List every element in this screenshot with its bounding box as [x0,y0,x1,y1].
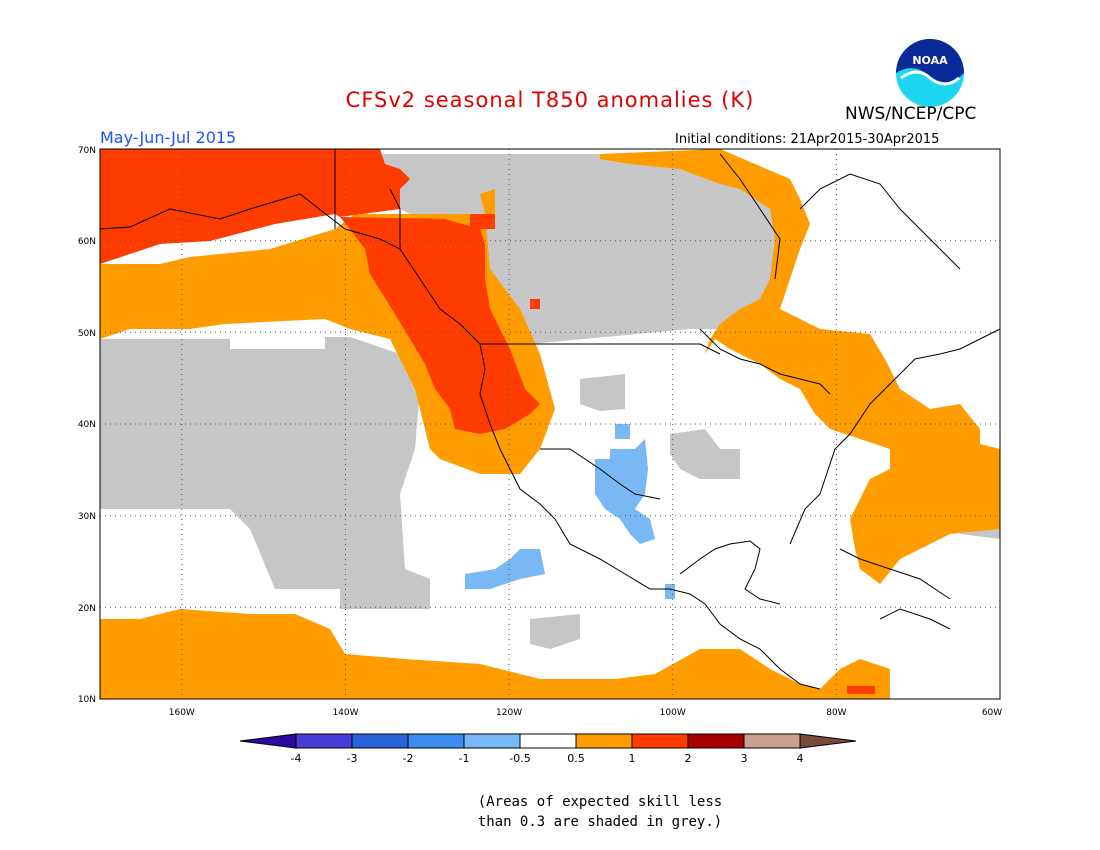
lat-label: 50N [78,329,96,339]
agency-label: NWS/NCEP/CPC [845,104,977,124]
lat-label: 30N [78,512,96,522]
lat-label: 10N [78,695,96,705]
colorbar-segment [687,733,745,749]
colorbar-segment [519,733,577,749]
colorbar-labels: -4 -3 -2 -1 -0.5 0.5 1 2 3 4 [291,752,804,765]
skill-note-line1: (Areas of expected skill less [477,794,723,810]
colorbar-label: 4 [797,752,804,765]
coastlines [99,149,1001,690]
noaa-logo: NOAA [895,38,965,108]
lon-label: 80W [826,708,846,718]
colorbar-segment [631,733,689,749]
initial-conditions-label: Initial conditions: 21Apr2015-30Apr2015 [675,132,940,147]
lat-label: 60N [78,237,96,247]
colorbar-arrow-right [799,733,857,749]
lon-label: 160W [169,708,195,718]
colorbar-segment [351,733,409,749]
colorbar-segment [743,733,801,749]
anomaly-map: 70N 60N 50N 40N 30N 20N 10N 160W 140W 12… [78,146,1002,718]
colorbar-label: -3 [347,752,358,765]
lon-label: 60W [982,708,1002,718]
colorbar-segment [575,733,633,749]
colorbar-segment [295,733,353,749]
colorbar-label: -2 [403,752,414,765]
skill-note-line2: than 0.3 are shaded in grey.) [477,814,723,830]
colorbar-segment [407,733,465,749]
colorbar-label: 3 [741,752,748,765]
lon-label: 120W [496,708,522,718]
map-title: CFSv2 seasonal T850 anomalies (K) [345,88,755,112]
colorbar-segment [463,733,521,749]
graticule [100,149,1000,699]
colorbar-label: -1 [459,752,470,765]
lon-label: 140W [332,708,358,718]
colorbar-segments [240,733,857,749]
longitude-labels: 160W 140W 120W 100W 80W 60W [169,708,1003,718]
colorbar-arrow-left [240,733,297,749]
skill-note: (Areas of expected skill less than 0.3 a… [0,792,1100,832]
colorbar: -4 -3 -2 -1 -0.5 0.5 1 2 3 4 [240,733,857,765]
low-skill-grey-areas [100,154,1000,649]
colorbar-label: 0.5 [567,752,585,765]
colorbar-label: 2 [685,752,692,765]
lon-label: 100W [660,708,686,718]
colorbar-label: 1 [629,752,636,765]
lat-label: 70N [78,146,96,156]
period-label: May-Jun-Jul 2015 [100,128,237,147]
anomaly-red-areas [100,149,875,694]
latitude-labels: 70N 60N 50N 40N 30N 20N 10N [78,146,96,705]
logo-text: NOAA [912,54,948,67]
lat-label: 20N [78,604,96,614]
lat-label: 40N [78,420,96,430]
anomaly-light-blue-areas [465,424,675,599]
map-frame [99,148,1001,700]
colorbar-label: -0.5 [509,752,530,765]
colorbar-label: -4 [291,752,302,765]
